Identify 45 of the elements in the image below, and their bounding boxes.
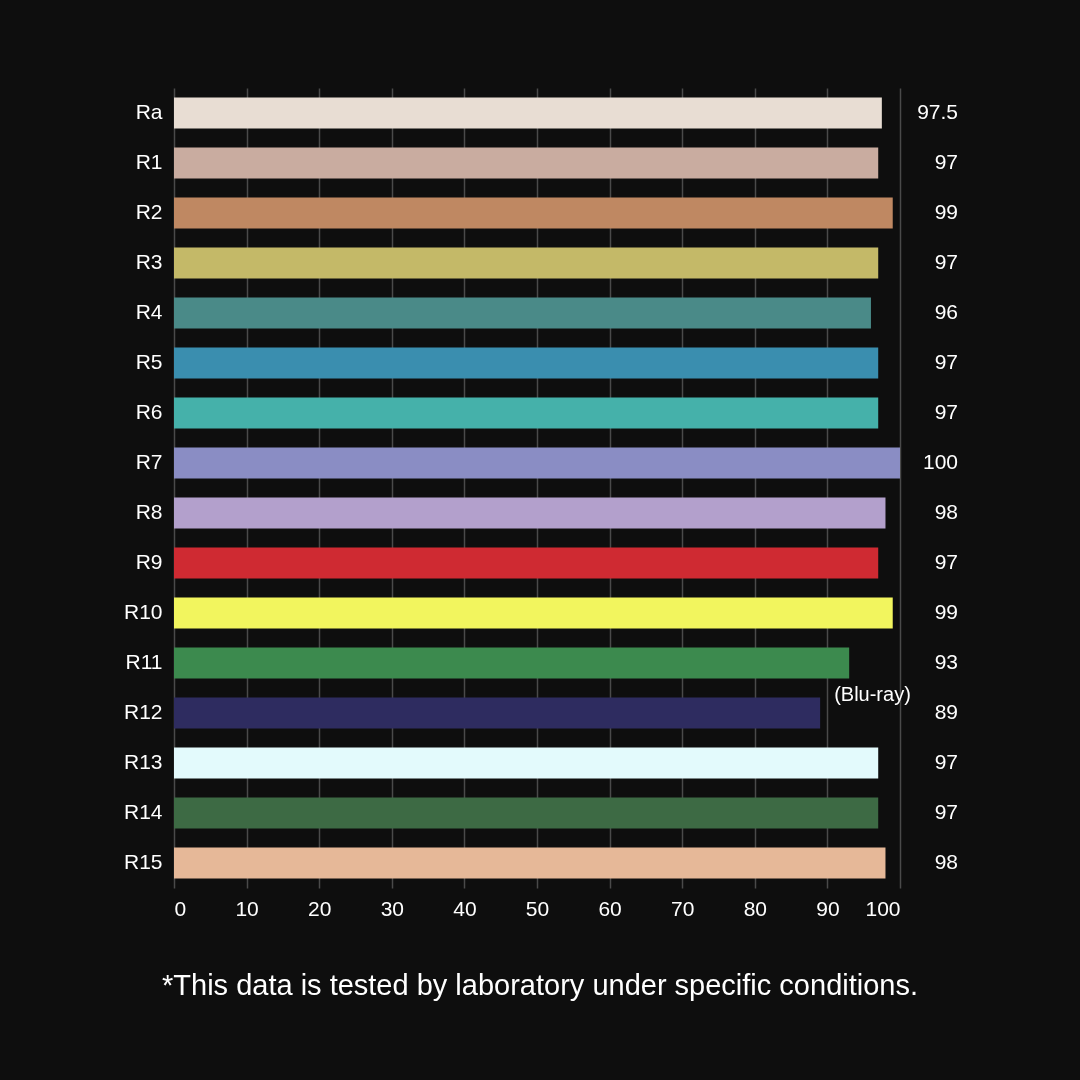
- data-label: 97: [934, 350, 958, 373]
- y-tick-label: R3: [135, 250, 163, 273]
- data-label: 98: [934, 500, 958, 523]
- x-tick-label: 40: [453, 896, 477, 920]
- y-tick-label: R14: [123, 800, 163, 823]
- x-tick-label: 20: [308, 896, 332, 920]
- y-tick-label: R5: [135, 350, 163, 373]
- y-tick-label: Ra: [135, 100, 163, 123]
- x-tick-label: 50: [525, 896, 550, 920]
- text: *This data is tested by laboratory under specific conditions.: [161, 969, 919, 1001]
- y-tick-label: R2: [135, 200, 163, 223]
- data-label: 97: [934, 800, 958, 823]
- x-tick-label: 60: [598, 896, 622, 920]
- data-label: 100: [922, 450, 958, 473]
- data-label: 98: [934, 850, 958, 873]
- x-tick-label: 0: [174, 896, 187, 920]
- y-tick-label: R12: [123, 700, 163, 723]
- data-label: 97: [934, 400, 958, 423]
- x-tick-label: 80: [743, 896, 767, 920]
- y-tick-label: R9: [135, 550, 163, 573]
- data-label: 97: [934, 750, 958, 773]
- y-tick-label: R13: [123, 750, 163, 773]
- y-tick-label: R6: [135, 400, 163, 423]
- y-tick-label: R4: [135, 300, 163, 323]
- y-tick-label: R1: [135, 150, 163, 173]
- x-tick-label: 10: [235, 896, 259, 920]
- data-label: 89: [934, 700, 958, 723]
- data-label: 97.5: [917, 100, 958, 123]
- data-label: 99: [934, 200, 958, 223]
- data-label: 93: [934, 650, 958, 673]
- y-tick-label: R8: [135, 500, 163, 523]
- data-label: 97: [934, 250, 958, 273]
- data-label: 99: [934, 600, 958, 623]
- y-tick-label: R10: [123, 600, 163, 623]
- x-tick-label: 70: [671, 896, 695, 920]
- x-tick-label: 100: [865, 896, 901, 920]
- data-label: 97: [934, 550, 958, 573]
- x-tick-label: 30: [380, 896, 404, 920]
- data-label: 97: [934, 150, 958, 173]
- x-tick-label: 90: [816, 896, 840, 920]
- y-tick-label: R11: [125, 650, 163, 673]
- data-label: 96: [934, 300, 958, 323]
- annotation: (Blu-ray): [834, 683, 911, 705]
- y-tick-label: R15: [123, 850, 163, 873]
- y-tick-label: R7: [135, 450, 163, 473]
